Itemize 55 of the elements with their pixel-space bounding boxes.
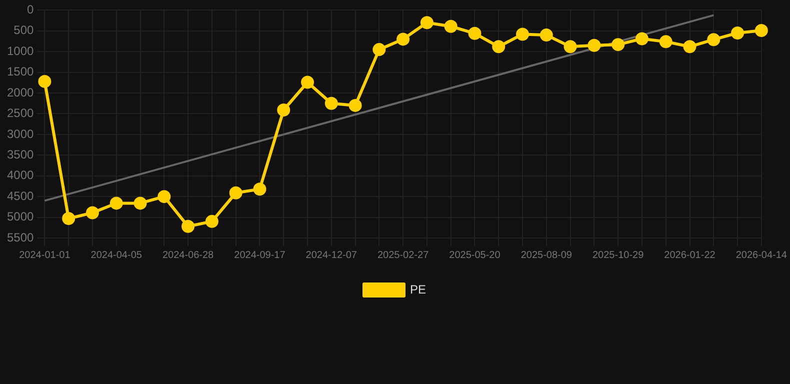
point bbox=[635, 32, 648, 46]
point bbox=[134, 196, 147, 210]
point bbox=[492, 40, 506, 54]
point bbox=[659, 35, 672, 48]
y-tick-label: 1000 bbox=[6, 44, 34, 58]
point bbox=[158, 190, 171, 204]
y-tick-label: 2000 bbox=[6, 85, 34, 100]
x-tick-label: 2025-02-27 bbox=[377, 250, 430, 261]
x-tick-label: 2024-12-07 bbox=[306, 250, 358, 261]
y-tick-label: 4000 bbox=[6, 168, 34, 182]
point bbox=[348, 98, 362, 112]
y-tick-label: 0 bbox=[27, 2, 34, 17]
y-tick-label: 3500 bbox=[6, 147, 34, 162]
y-tick-label: 5500 bbox=[6, 230, 34, 244]
point bbox=[540, 28, 553, 42]
point bbox=[277, 104, 290, 117]
x-tick-label: 2024-09-17 bbox=[234, 250, 286, 261]
x-tick-label: 2025-08-09 bbox=[520, 250, 572, 261]
point bbox=[612, 38, 625, 52]
x-tick-label: 2025-10-29 bbox=[592, 250, 644, 261]
point bbox=[731, 26, 744, 40]
point bbox=[754, 24, 768, 37]
point bbox=[516, 28, 530, 41]
y-tick-label: 5000 bbox=[6, 210, 34, 224]
point bbox=[396, 32, 410, 46]
y-tick-label: 4500 bbox=[6, 188, 34, 203]
x-tick-label: 2025-05-20 bbox=[449, 250, 501, 261]
x-tick-label: 2024-01-01 bbox=[19, 250, 71, 261]
point bbox=[300, 76, 314, 89]
point bbox=[86, 206, 99, 220]
point bbox=[205, 214, 218, 228]
point bbox=[324, 96, 338, 110]
point bbox=[564, 40, 577, 54]
point bbox=[420, 16, 434, 30]
point bbox=[253, 182, 266, 196]
y-tick-label: 3000 bbox=[6, 126, 34, 141]
point bbox=[468, 26, 482, 40]
point bbox=[229, 186, 242, 200]
point bbox=[683, 40, 696, 54]
point bbox=[110, 196, 123, 210]
point bbox=[444, 20, 458, 33]
point bbox=[588, 38, 601, 52]
y-tick-label: 500 bbox=[14, 23, 34, 38]
y-tick-label: 1500 bbox=[6, 64, 34, 79]
point bbox=[707, 33, 720, 46]
legend-label: PE bbox=[410, 282, 426, 296]
x-tick-label: 2026-01-22 bbox=[664, 250, 716, 261]
point bbox=[372, 43, 386, 56]
x-tick-label: 2026-04-14 bbox=[736, 250, 788, 261]
y-tick-label: 2500 bbox=[6, 106, 34, 120]
x-tick-label: 2024-06-28 bbox=[162, 250, 214, 261]
point bbox=[182, 220, 195, 233]
point bbox=[62, 212, 76, 226]
x-tick-label: 2024-04-05 bbox=[90, 250, 142, 261]
point bbox=[38, 74, 52, 88]
